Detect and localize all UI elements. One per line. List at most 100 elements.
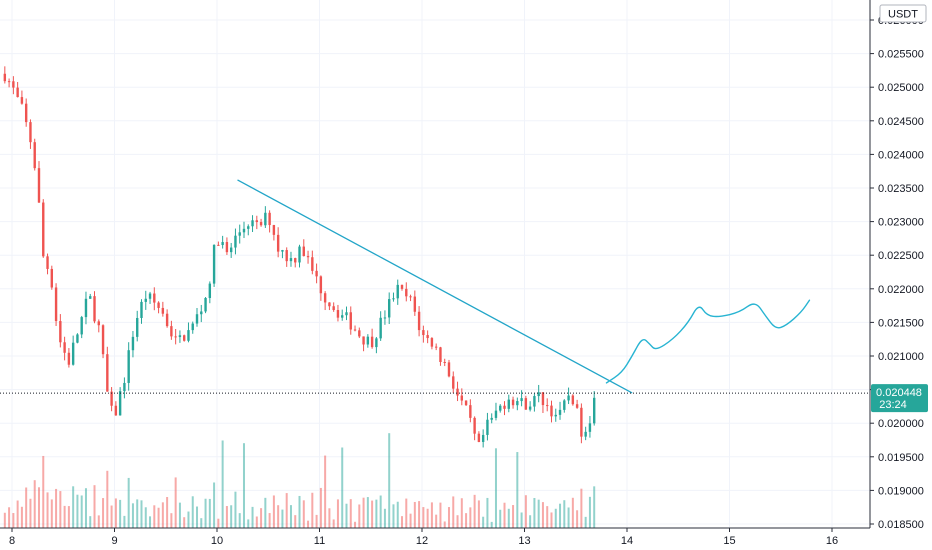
candle[interactable]: [546, 398, 549, 412]
candle[interactable]: [221, 235, 224, 249]
candle[interactable]: [464, 400, 468, 406]
candle[interactable]: [580, 403, 583, 444]
candle[interactable]: [511, 396, 515, 409]
candle[interactable]: [426, 330, 429, 344]
candle[interactable]: [349, 306, 352, 335]
candle[interactable]: [71, 335, 75, 366]
candle[interactable]: [550, 400, 553, 423]
candle[interactable]: [567, 387, 570, 405]
candle[interactable]: [443, 358, 446, 367]
candle[interactable]: [37, 161, 41, 204]
candle[interactable]: [370, 328, 374, 349]
candle[interactable]: [430, 337, 434, 350]
candle[interactable]: [289, 251, 293, 267]
candle[interactable]: [400, 284, 404, 291]
candle[interactable]: [136, 310, 139, 342]
time-axis[interactable]: 8 9 10 11 12 13 14 15 16: [9, 528, 838, 547]
candle[interactable]: [238, 224, 241, 244]
candle[interactable]: [362, 336, 365, 352]
candle[interactable]: [306, 250, 310, 264]
candle[interactable]: [439, 346, 442, 366]
candle[interactable]: [571, 394, 575, 406]
candle[interactable]: [584, 426, 587, 441]
candle[interactable]: [469, 399, 472, 423]
candle[interactable]: [315, 263, 318, 284]
candle[interactable]: [593, 391, 596, 426]
candle[interactable]: [50, 265, 54, 290]
candle[interactable]: [251, 215, 254, 233]
candle[interactable]: [358, 327, 361, 339]
candle[interactable]: [225, 237, 229, 255]
candle[interactable]: [452, 371, 455, 394]
candle[interactable]: [247, 224, 250, 236]
candle[interactable]: [490, 413, 493, 424]
candle[interactable]: [63, 336, 66, 361]
candle[interactable]: [16, 81, 19, 98]
candle[interactable]: [59, 314, 62, 348]
candle[interactable]: [422, 325, 425, 343]
candle[interactable]: [80, 315, 83, 339]
candle[interactable]: [396, 279, 399, 305]
candle[interactable]: [541, 391, 545, 413]
resistance-trendline[interactable]: [237, 179, 633, 394]
candle[interactable]: [242, 221, 246, 239]
candle[interactable]: [503, 401, 506, 416]
candle[interactable]: [405, 282, 408, 302]
candle[interactable]: [148, 291, 152, 304]
candle[interactable]: [264, 206, 267, 228]
candle[interactable]: [217, 241, 220, 246]
currency-badge-box[interactable]: [879, 4, 927, 23]
currency-badge[interactable]: USDT: [879, 4, 927, 23]
candle[interactable]: [3, 66, 7, 84]
candle[interactable]: [127, 342, 130, 391]
candle[interactable]: [97, 319, 100, 333]
candle[interactable]: [131, 331, 135, 358]
candle[interactable]: [110, 387, 113, 412]
candle[interactable]: [413, 290, 417, 316]
candle[interactable]: [84, 291, 88, 325]
candlesticks[interactable]: [3, 66, 596, 448]
candle[interactable]: [259, 218, 263, 227]
candle[interactable]: [298, 244, 301, 268]
candle[interactable]: [323, 291, 327, 311]
candle[interactable]: [294, 257, 297, 268]
candle[interactable]: [554, 408, 557, 422]
candle[interactable]: [524, 395, 528, 410]
candle[interactable]: [187, 322, 190, 343]
candle[interactable]: [392, 292, 395, 302]
candle[interactable]: [276, 227, 280, 258]
candle[interactable]: [477, 431, 481, 443]
candle[interactable]: [319, 275, 323, 301]
candle[interactable]: [165, 309, 169, 328]
candle[interactable]: [161, 301, 165, 317]
candle[interactable]: [588, 415, 592, 438]
candle[interactable]: [375, 336, 378, 354]
candle[interactable]: [46, 253, 49, 275]
candle[interactable]: [272, 224, 276, 241]
candle[interactable]: [302, 239, 305, 257]
candle[interactable]: [140, 299, 143, 324]
candle[interactable]: [481, 429, 485, 448]
candle[interactable]: [388, 292, 391, 325]
candle[interactable]: [558, 401, 562, 420]
candle[interactable]: [42, 199, 45, 258]
projection-path[interactable]: [605, 299, 811, 384]
candle[interactable]: [516, 397, 519, 411]
candle[interactable]: [417, 306, 421, 337]
candle[interactable]: [328, 302, 331, 311]
candle[interactable]: [33, 138, 36, 171]
candle[interactable]: [89, 293, 92, 299]
candle[interactable]: [183, 334, 186, 342]
candle[interactable]: [67, 348, 71, 368]
candle[interactable]: [520, 390, 523, 407]
candle[interactable]: [332, 302, 335, 312]
candle[interactable]: [229, 242, 233, 258]
candle[interactable]: [379, 311, 382, 341]
candle[interactable]: [575, 399, 579, 409]
candle[interactable]: [118, 387, 122, 416]
candle[interactable]: [208, 281, 212, 304]
candle[interactable]: [345, 306, 348, 321]
candle[interactable]: [456, 381, 459, 402]
